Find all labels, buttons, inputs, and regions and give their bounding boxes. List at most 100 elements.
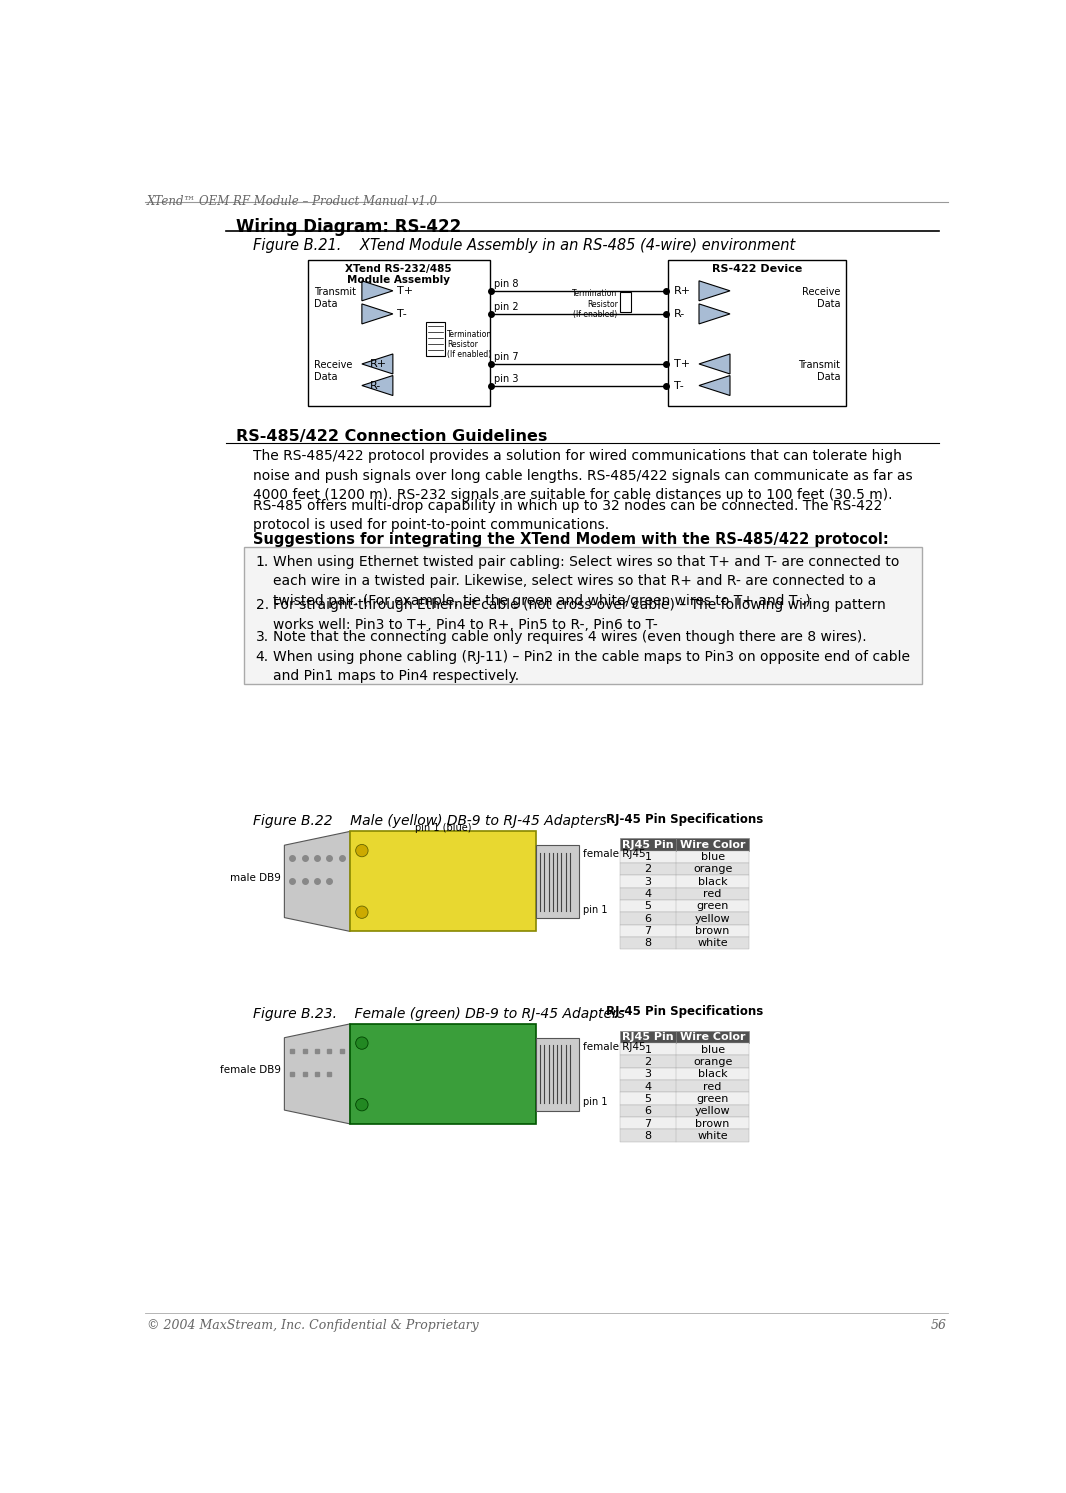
Text: pin 2: pin 2 [494, 303, 518, 312]
Circle shape [356, 845, 368, 857]
FancyBboxPatch shape [620, 838, 749, 851]
Text: RS-485 offers multi-drop capability in which up to 32 nodes can be connected. Th: RS-485 offers multi-drop capability in w… [254, 499, 883, 532]
Text: 2: 2 [644, 864, 651, 875]
Text: Receive
Data: Receive Data [802, 287, 840, 309]
Text: 7: 7 [644, 926, 651, 936]
FancyBboxPatch shape [536, 845, 579, 918]
FancyBboxPatch shape [620, 1056, 749, 1067]
Circle shape [356, 1038, 368, 1050]
FancyBboxPatch shape [620, 863, 749, 875]
FancyBboxPatch shape [620, 293, 631, 312]
Text: Transmit
Data: Transmit Data [798, 360, 840, 382]
Text: green: green [696, 1094, 729, 1103]
Polygon shape [361, 281, 393, 300]
Text: 1: 1 [644, 853, 651, 861]
Text: 2: 2 [644, 1057, 651, 1067]
Text: black: black [698, 1069, 727, 1079]
Text: female RJ45: female RJ45 [583, 850, 645, 858]
Polygon shape [699, 354, 730, 373]
Text: Figure B.21.    XTend Module Assembly in an RS-485 (4-wire) environment: Figure B.21. XTend Module Assembly in an… [254, 237, 795, 252]
FancyBboxPatch shape [351, 1024, 536, 1124]
Text: blue: blue [700, 1045, 725, 1054]
Text: pin 3: pin 3 [494, 373, 518, 384]
Text: RJ-45 Pin Specifications: RJ-45 Pin Specifications [607, 814, 763, 826]
Text: 8: 8 [644, 939, 651, 948]
Text: When using Ethernet twisted pair cabling: Select wires so that T+ and T- are con: When using Ethernet twisted pair cabling… [273, 555, 899, 608]
Text: 4: 4 [644, 1081, 651, 1091]
Text: RJ45 Pin: RJ45 Pin [623, 1032, 674, 1042]
FancyBboxPatch shape [620, 1030, 749, 1044]
FancyBboxPatch shape [620, 1105, 749, 1117]
FancyBboxPatch shape [668, 260, 846, 406]
Text: For straight-through Ethernet cable (not cross-over cable) – The following wirin: For straight-through Ethernet cable (not… [273, 599, 886, 632]
Text: orange: orange [693, 864, 732, 875]
Text: yellow: yellow [695, 914, 730, 924]
Polygon shape [699, 281, 730, 300]
FancyBboxPatch shape [620, 851, 749, 863]
FancyBboxPatch shape [620, 1079, 749, 1093]
Text: Termination
Resistor
(If enabled): Termination Resistor (If enabled) [572, 290, 617, 320]
Text: R+: R+ [674, 285, 692, 296]
Text: 3: 3 [644, 1069, 651, 1079]
Text: Receive
Data: Receive Data [313, 360, 352, 382]
Text: 3: 3 [644, 876, 651, 887]
Text: T-: T- [397, 309, 406, 320]
Text: RS-422 Device: RS-422 Device [712, 264, 803, 273]
Text: XTend RS-232/485
Module Assembly: XTend RS-232/485 Module Assembly [345, 264, 452, 285]
FancyBboxPatch shape [426, 322, 445, 355]
Text: Wire Color: Wire Color [680, 1032, 745, 1042]
Polygon shape [361, 354, 393, 373]
Text: T+: T+ [674, 358, 691, 369]
Text: yellow: yellow [695, 1106, 730, 1117]
Text: white: white [697, 1130, 728, 1141]
Text: © 2004 MaxStream, Inc. Confidential & Proprietary: © 2004 MaxStream, Inc. Confidential & Pr… [147, 1318, 479, 1332]
Text: pin 8: pin 8 [494, 279, 518, 290]
Text: When using phone cabling (RJ-11) – Pin2 in the cable maps to Pin3 on opposite en: When using phone cabling (RJ-11) – Pin2 … [273, 649, 909, 684]
Text: female DB9: female DB9 [220, 1065, 280, 1075]
Text: pin 1: pin 1 [583, 905, 608, 915]
Text: RJ-45 Pin Specifications: RJ-45 Pin Specifications [607, 1005, 763, 1018]
FancyBboxPatch shape [620, 1067, 749, 1079]
FancyBboxPatch shape [620, 924, 749, 936]
Text: Termination
Resistor
(If enabled): Termination Resistor (If enabled) [447, 330, 492, 360]
FancyBboxPatch shape [244, 548, 922, 684]
Text: RS-485/422 Connection Guidelines: RS-485/422 Connection Guidelines [237, 430, 548, 445]
Text: 6: 6 [644, 914, 651, 924]
Text: Note that the connecting cable only requires 4 wires (even though there are 8 wi: Note that the connecting cable only requ… [273, 630, 867, 643]
FancyBboxPatch shape [620, 1129, 749, 1142]
Text: red: red [704, 1081, 722, 1091]
Polygon shape [361, 376, 393, 396]
Text: T+: T+ [397, 285, 413, 296]
Text: 7: 7 [644, 1118, 651, 1129]
Text: pin 7: pin 7 [494, 352, 518, 363]
Polygon shape [699, 305, 730, 324]
Text: 6: 6 [644, 1106, 651, 1117]
FancyBboxPatch shape [620, 912, 749, 924]
Text: white: white [697, 939, 728, 948]
FancyBboxPatch shape [620, 887, 749, 900]
FancyBboxPatch shape [620, 1117, 749, 1129]
Text: Wiring Diagram: RS-422: Wiring Diagram: RS-422 [237, 218, 462, 236]
Text: R-: R- [370, 381, 381, 391]
Text: Suggestions for integrating the XTend Modem with the RS-485/422 protocol:: Suggestions for integrating the XTend Mo… [254, 532, 889, 546]
Polygon shape [699, 376, 730, 396]
Text: green: green [696, 902, 729, 911]
Text: red: red [704, 890, 722, 899]
FancyBboxPatch shape [351, 832, 536, 932]
Text: R+: R+ [370, 358, 387, 369]
Text: 8: 8 [644, 1130, 651, 1141]
Text: Figure B.23.    Female (green) DB-9 to RJ-45 Adapters: Figure B.23. Female (green) DB-9 to RJ-4… [254, 1006, 626, 1021]
Text: pin 1: pin 1 [583, 1097, 608, 1106]
Polygon shape [361, 305, 393, 324]
Text: XTend™ OEM RF Module – Product Manual v1.0: XTend™ OEM RF Module – Product Manual v1… [147, 194, 438, 208]
Text: Wire Color: Wire Color [680, 841, 745, 850]
Text: orange: orange [693, 1057, 732, 1067]
Text: 1: 1 [644, 1045, 651, 1054]
Polygon shape [285, 832, 351, 932]
Text: Transmit
Data: Transmit Data [313, 287, 356, 309]
FancyBboxPatch shape [620, 1093, 749, 1105]
Text: black: black [698, 876, 727, 887]
Text: 5: 5 [644, 902, 651, 911]
Text: blue: blue [700, 853, 725, 861]
Text: 1.: 1. [256, 555, 269, 569]
